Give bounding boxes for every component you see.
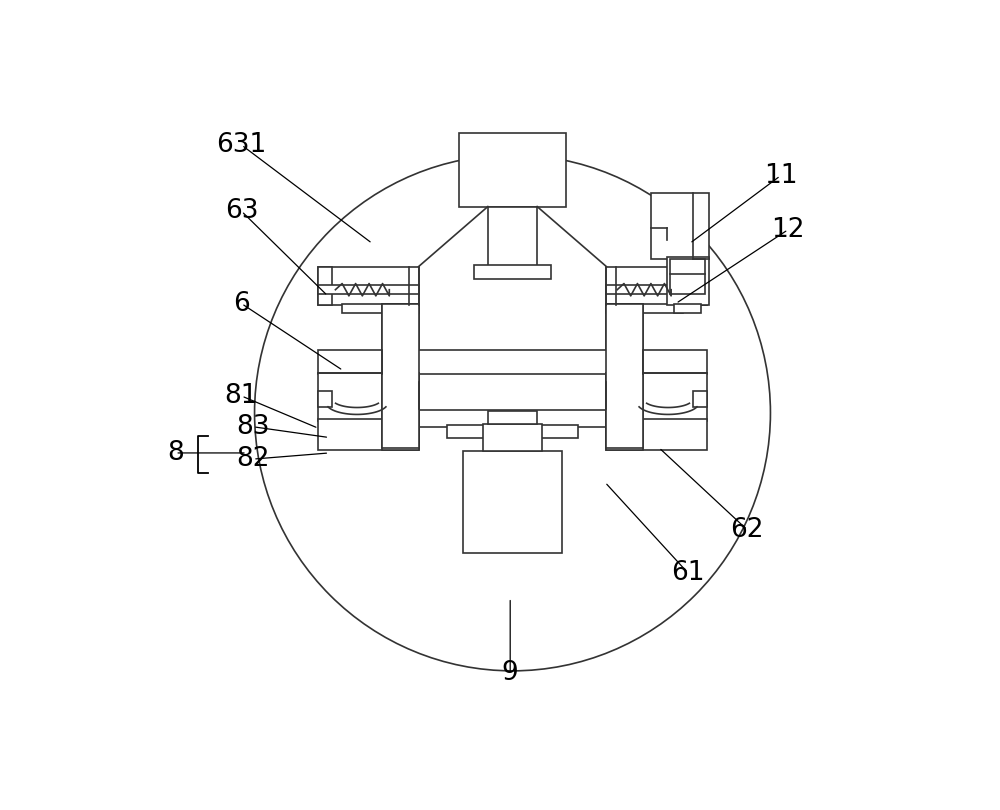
Text: 63: 63: [225, 198, 258, 224]
Bar: [670, 259, 705, 293]
Text: 631: 631: [216, 132, 267, 158]
Bar: [318, 391, 332, 407]
Bar: [362, 407, 384, 430]
Bar: [641, 407, 663, 430]
Bar: [447, 425, 578, 437]
Bar: [606, 304, 643, 448]
Bar: [606, 304, 643, 382]
Bar: [606, 285, 707, 294]
Text: 83: 83: [236, 414, 270, 440]
Bar: [318, 419, 419, 450]
Bar: [459, 134, 566, 207]
Bar: [318, 373, 419, 420]
Bar: [693, 266, 707, 305]
Bar: [483, 424, 542, 451]
Text: 81: 81: [225, 383, 258, 409]
Bar: [382, 304, 419, 382]
Bar: [606, 266, 707, 305]
Text: 6: 6: [233, 291, 250, 317]
Text: 82: 82: [236, 446, 270, 472]
Bar: [606, 419, 707, 450]
Text: 61: 61: [671, 560, 705, 586]
Bar: [488, 411, 537, 424]
Bar: [318, 266, 419, 305]
Bar: [318, 350, 707, 374]
Text: 9: 9: [502, 660, 519, 686]
Bar: [342, 304, 419, 313]
Bar: [362, 410, 663, 427]
Text: 12: 12: [771, 216, 805, 243]
Bar: [318, 266, 332, 305]
Bar: [382, 304, 419, 448]
Text: 11: 11: [764, 163, 797, 189]
Bar: [382, 373, 419, 450]
Bar: [606, 373, 707, 420]
Bar: [488, 207, 537, 266]
Bar: [474, 265, 551, 279]
Bar: [463, 451, 562, 553]
Bar: [318, 285, 419, 294]
Bar: [693, 391, 707, 407]
Text: 62: 62: [731, 517, 764, 543]
Bar: [651, 194, 709, 259]
Bar: [674, 304, 701, 313]
Bar: [606, 373, 643, 450]
Bar: [666, 258, 709, 305]
Bar: [606, 304, 683, 313]
Text: 8: 8: [167, 440, 184, 466]
